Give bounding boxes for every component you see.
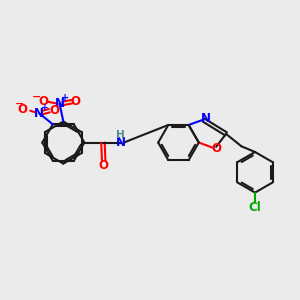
Text: N: N	[201, 112, 211, 125]
Text: −: −	[32, 92, 41, 102]
Text: Cl: Cl	[249, 202, 261, 214]
Text: N: N	[55, 97, 64, 110]
Text: O: O	[49, 104, 59, 117]
Text: N: N	[116, 136, 126, 148]
Text: O: O	[18, 103, 28, 116]
Text: O: O	[38, 95, 48, 108]
Text: O: O	[70, 95, 80, 108]
Text: O: O	[99, 159, 109, 172]
Text: N: N	[34, 107, 44, 120]
Text: +: +	[40, 103, 48, 112]
Text: −: −	[15, 99, 24, 109]
Text: H: H	[116, 130, 125, 140]
Text: O: O	[212, 142, 221, 155]
Text: +: +	[61, 93, 69, 103]
